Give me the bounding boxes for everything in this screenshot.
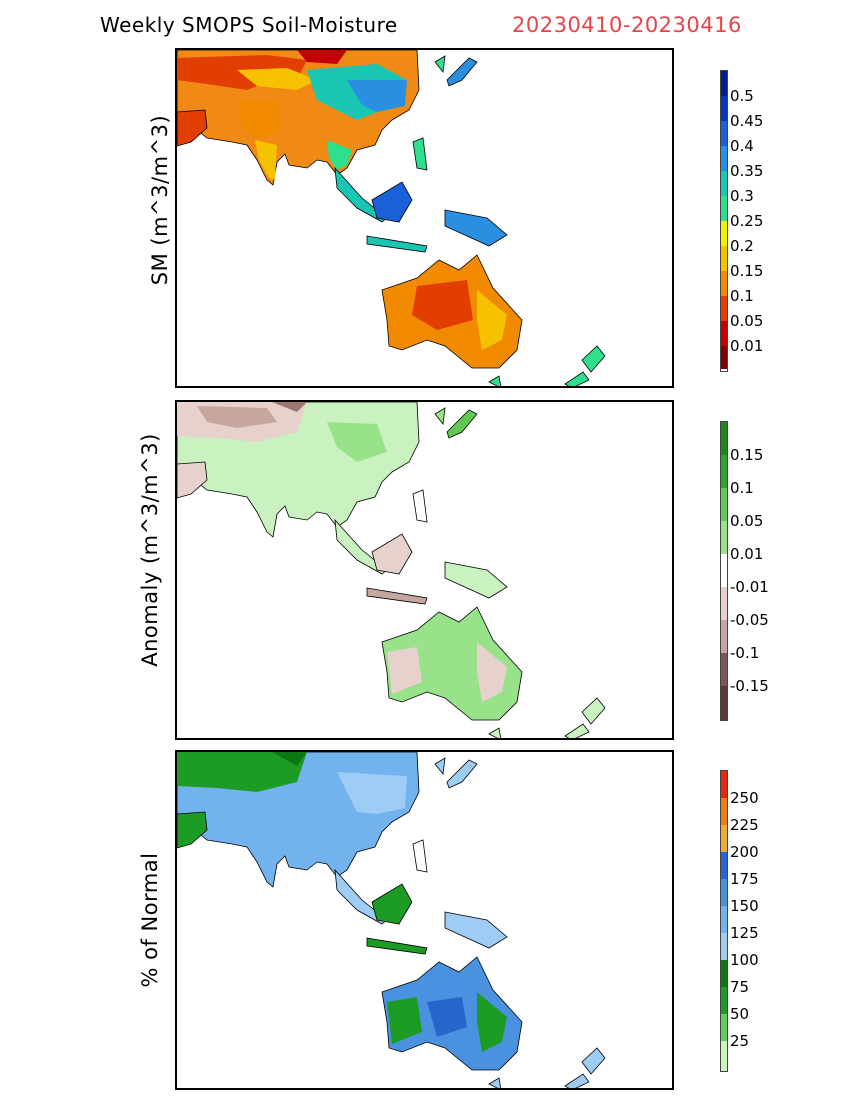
- chart-title: Weekly SMOPS Soil-Moisture: [100, 13, 398, 37]
- anomaly-tick: 0.01: [730, 545, 764, 563]
- anomaly-colorbar: [720, 421, 728, 721]
- sm-tick: 0.35: [730, 162, 764, 180]
- sm-axis-label: SM (m^3/m^3): [148, 114, 172, 286]
- anomaly-tick: -0.05: [730, 611, 769, 629]
- sm-tick: 0.05: [730, 312, 764, 330]
- sm-tick: 0.45: [730, 112, 764, 130]
- percent-tick: 125: [730, 924, 759, 942]
- percent-colorbar: [720, 770, 728, 1072]
- anomaly-map: [177, 402, 606, 738]
- sm-map: [177, 50, 606, 386]
- sm-tick: 0.4: [730, 137, 754, 155]
- sm-tick: 0.15: [730, 262, 764, 280]
- percent-tick: 75: [730, 978, 750, 996]
- sm-tick: 0.01: [730, 337, 764, 355]
- anomaly-map-panel: [175, 400, 674, 740]
- anomaly-tick: -0.1: [730, 644, 760, 662]
- date-range: 20230410-20230416: [512, 13, 742, 37]
- sm-tick: 0.2: [730, 237, 754, 255]
- sm-colorbar: [720, 70, 728, 372]
- sm-tick: 0.25: [730, 212, 764, 230]
- anomaly-tick: -0.15: [730, 677, 769, 695]
- sm-tick: 0.5: [730, 87, 754, 105]
- percent-tick: 150: [730, 897, 759, 915]
- anomaly-tick: 0.15: [730, 446, 764, 464]
- anomaly-tick: 0.05: [730, 512, 764, 530]
- percent-tick: 25: [730, 1032, 750, 1050]
- sm-tick: 0.3: [730, 187, 754, 205]
- percent-tick: 50: [730, 1005, 750, 1023]
- anomaly-tick: 0.1: [730, 479, 754, 497]
- percent-map: [177, 752, 606, 1088]
- percent-axis-label: % of Normal: [138, 852, 162, 988]
- percent-tick: 175: [730, 870, 759, 888]
- percent-tick: 100: [730, 951, 759, 969]
- percent-tick: 200: [730, 843, 759, 861]
- percent-map-panel: [175, 750, 674, 1090]
- sm-tick: 0.1: [730, 287, 754, 305]
- sm-map-panel: [175, 48, 674, 388]
- anomaly-tick: -0.01: [730, 578, 769, 596]
- percent-tick: 250: [730, 789, 759, 807]
- anomaly-axis-label: Anomaly (m^3/m^3): [138, 433, 162, 667]
- percent-tick: 225: [730, 816, 759, 834]
